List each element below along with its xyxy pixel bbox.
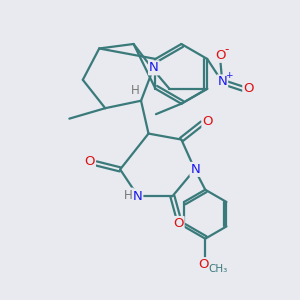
Text: CH₃: CH₃ — [208, 264, 227, 274]
Text: +: + — [225, 71, 232, 80]
Text: O: O — [84, 155, 95, 168]
Text: O: O — [215, 49, 225, 62]
Text: O: O — [199, 258, 209, 271]
Text: N: N — [149, 61, 159, 74]
Text: O: O — [173, 217, 184, 230]
Text: N: N — [218, 75, 227, 88]
Text: O: O — [202, 115, 213, 128]
Text: H: H — [124, 189, 133, 202]
Text: O: O — [243, 82, 254, 95]
Text: -: - — [225, 44, 229, 56]
Text: N: N — [133, 190, 142, 203]
Text: H: H — [131, 84, 140, 97]
Text: N: N — [190, 163, 200, 176]
